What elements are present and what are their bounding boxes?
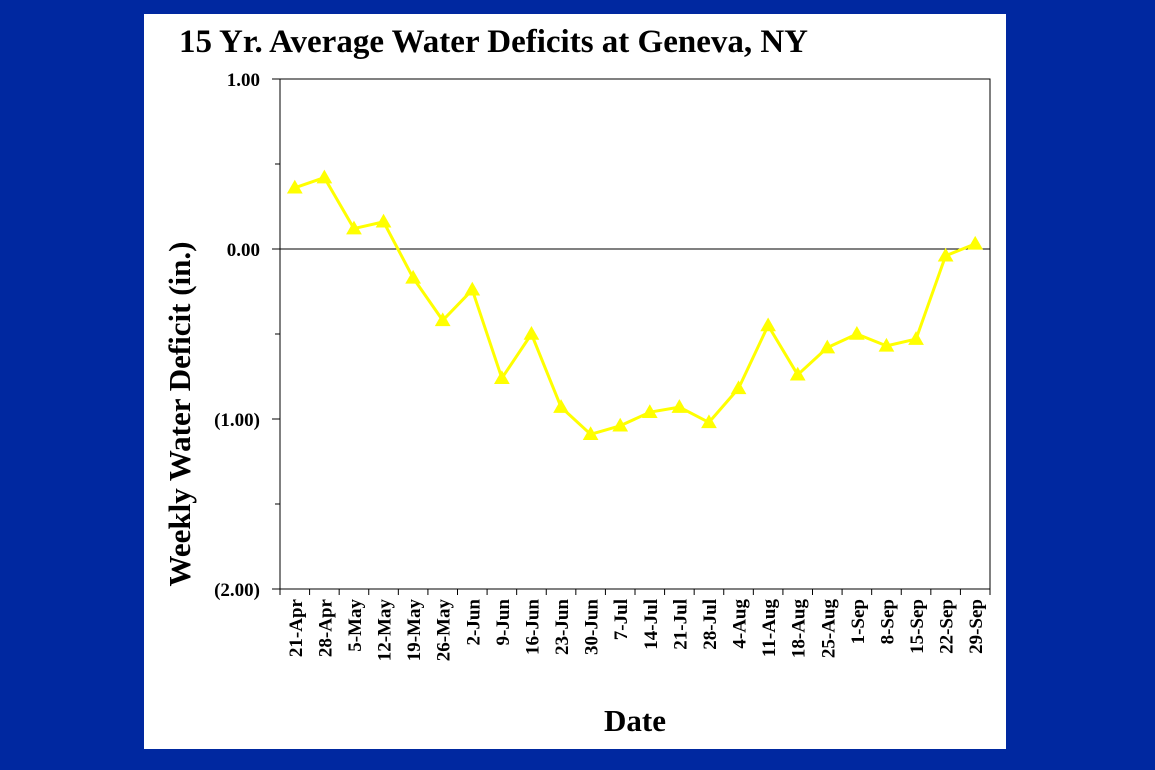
- data-point-marker: [641, 404, 658, 418]
- data-point-marker: [553, 399, 569, 413]
- data-point-marker: [849, 325, 865, 340]
- x-tick-label: 18-Aug: [789, 599, 810, 659]
- data-point-marker: [405, 269, 421, 284]
- x-tick-label: 19-May: [404, 599, 425, 662]
- data-point-marker: [434, 312, 451, 327]
- data-point-marker: [701, 414, 717, 429]
- series-group: [286, 169, 984, 441]
- x-tick-label: 15-Sep: [907, 599, 928, 654]
- data-point-marker: [494, 370, 510, 384]
- x-tick-label: 23-Jun: [552, 599, 573, 655]
- x-tick-label: 21-Jul: [670, 599, 691, 650]
- data-point-marker: [286, 179, 303, 194]
- data-point-marker: [730, 380, 747, 395]
- data-point-marker: [464, 281, 481, 296]
- data-point-marker: [523, 325, 540, 340]
- y-tick-label: (2.00): [214, 580, 260, 601]
- data-point-marker: [671, 399, 688, 413]
- data-point-marker: [908, 331, 924, 345]
- data-point-marker: [967, 235, 984, 250]
- x-tick-label: 30-Jun: [582, 599, 603, 655]
- x-tick-label: 16-Jun: [522, 599, 543, 655]
- y-tick-label: (1.00): [214, 410, 260, 431]
- data-point-marker: [878, 337, 895, 352]
- data-point-marker: [375, 213, 392, 228]
- x-tick-label: 21-Apr: [286, 598, 307, 657]
- data-point-marker: [937, 247, 954, 262]
- x-tick-label: 4-Aug: [730, 599, 751, 649]
- x-tick-label: 22-Sep: [937, 599, 958, 654]
- x-tick-label: 29-Sep: [966, 599, 987, 654]
- data-point-marker: [789, 366, 806, 381]
- chart-title: 15 Yr. Average Water Deficits at Geneva,…: [179, 24, 808, 60]
- y-axis-label: Weekly Water Deficit (in.): [162, 242, 197, 587]
- x-axis-label: Date: [604, 703, 666, 738]
- x-tick-label: 2-Jun: [463, 599, 484, 646]
- data-point-marker: [612, 417, 629, 432]
- x-tick-label: 28-Apr: [315, 598, 336, 657]
- chart: 15 Yr. Average Water Deficits at Geneva,…: [162, 24, 991, 738]
- x-tick-label: 26-May: [434, 599, 455, 662]
- data-point-marker: [316, 169, 333, 184]
- y-tick-label: 0.00: [227, 240, 260, 261]
- x-tick-label: 28-Jul: [700, 599, 721, 650]
- x-tick-label: 1-Sep: [848, 599, 869, 644]
- x-tick-label: 12-May: [375, 599, 396, 662]
- x-tick-label: 5-May: [345, 599, 366, 652]
- x-tick-label: 7-Jul: [611, 599, 632, 640]
- x-tick-label: 11-Aug: [759, 599, 780, 658]
- x-axis-ticks: 21-Apr 28-Apr 5-May 12-May 19-May 26-May 2-Jun…: [279, 589, 991, 662]
- x-tick-label: 25-Aug: [818, 599, 839, 659]
- y-axis-ticks: 1.00 0.00 (1.00) (2.00): [214, 70, 280, 601]
- data-point-marker: [346, 220, 362, 235]
- y-tick-label: 1.00: [227, 70, 260, 91]
- slide-panel: 15 Yr. Average Water Deficits at Geneva,…: [144, 14, 1006, 749]
- x-tick-label: 8-Sep: [877, 599, 898, 644]
- plot-area: [279, 78, 991, 590]
- data-point-marker: [760, 317, 776, 332]
- data-point-marker: [582, 426, 599, 441]
- x-tick-label: 9-Jun: [493, 599, 514, 646]
- x-tick-label: 14-Jul: [641, 599, 662, 650]
- data-point-marker: [819, 339, 836, 354]
